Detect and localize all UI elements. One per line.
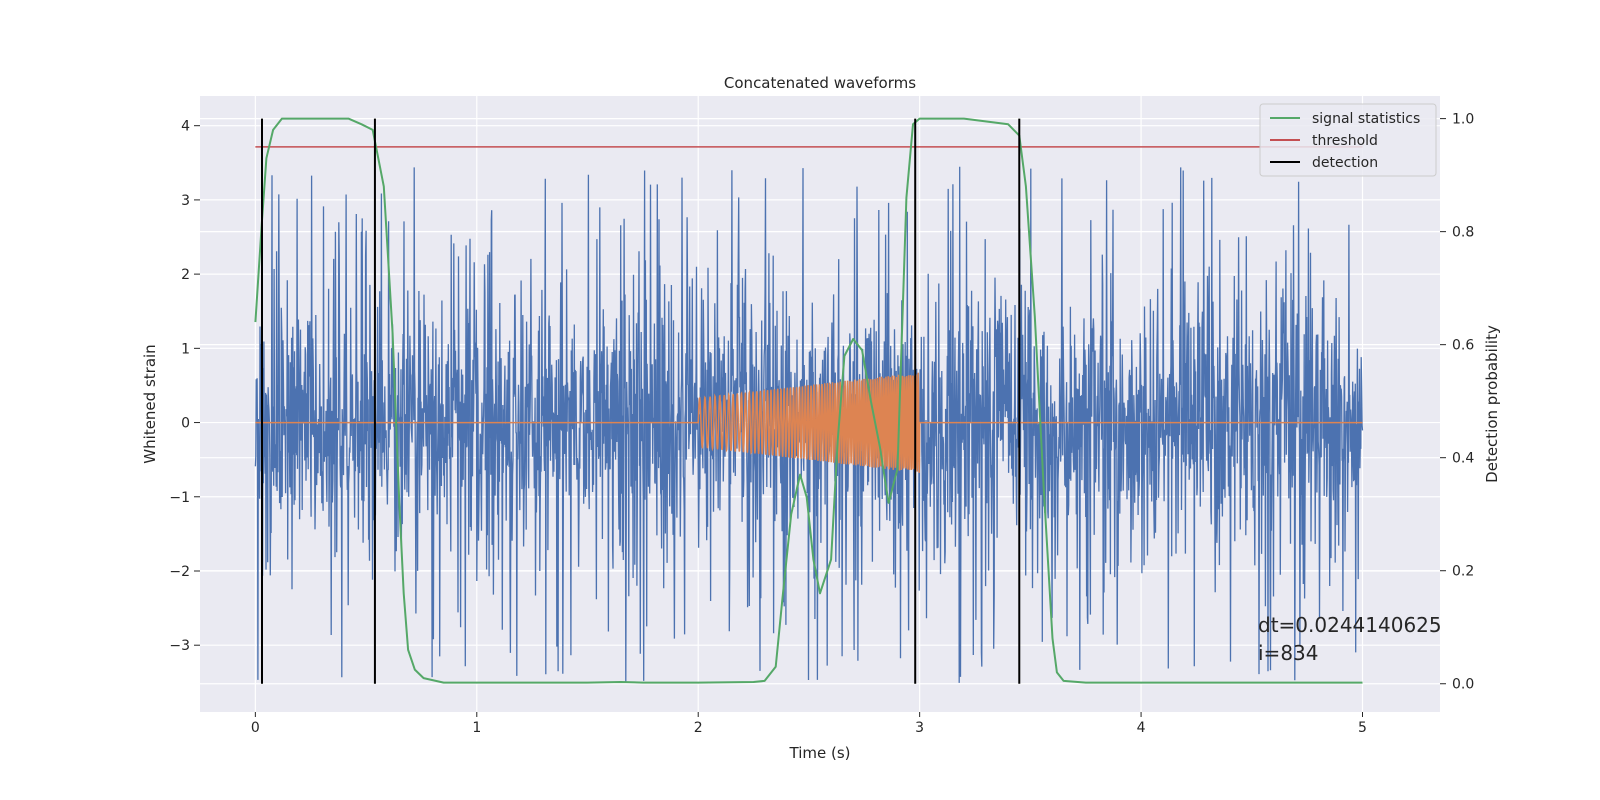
x-tick-label: 0 [251,720,260,736]
signal-statistics-series [254,117,1363,684]
series-layer [254,117,1364,684]
y-tick-label: 2 [181,267,190,283]
y2-axis-label: Detection probability [1483,325,1501,483]
y-tick-label: 4 [181,119,190,135]
x-tick-label: 2 [694,720,703,736]
y-axis-label: Whitened strain [141,344,159,463]
x-axis-label: Time (s) [789,744,851,762]
chart-title: Concatenated waveforms [724,74,916,92]
legend-label: signal statistics [1312,111,1420,127]
y2-tick-label: 1.0 [1452,112,1474,128]
annotation: dt=0.0244140625 i=834 [1258,613,1442,665]
legend-label: detection [1312,155,1378,171]
annotation-line: i=834 [1258,641,1319,665]
x-tick-label: 5 [1358,720,1367,736]
y2-tick-label: 0.2 [1452,564,1474,580]
x-tick-label: 1 [472,720,481,736]
y-tick-label: −2 [169,564,190,580]
y-tick-label: −3 [169,638,190,654]
y2-tick-label: 0.8 [1452,225,1474,241]
y-tick-label: 1 [181,341,190,357]
y-tick-label: 3 [181,193,190,209]
y2-tick-label: 0.6 [1452,338,1474,354]
y2-tick-label: 0.0 [1452,677,1474,693]
y-tick-label: −1 [169,490,190,506]
legend-frame [1259,103,1437,177]
annotation-line: dt=0.0244140625 [1258,613,1442,637]
legend-label: threshold [1312,133,1378,149]
axes-layer: 0 1 2 3 4 5 −3 −2 −1 0 1 2 3 4 0.0 0.2 0.4 0.6 0.8 1.0 [169,112,1474,736]
x-tick-label: 4 [1137,720,1146,736]
y-tick-label: 0 [181,416,190,432]
x-tick-label: 3 [915,720,924,736]
y2-tick-label: 0.4 [1452,451,1474,467]
legend: signal statistics threshold detection [1259,103,1437,177]
